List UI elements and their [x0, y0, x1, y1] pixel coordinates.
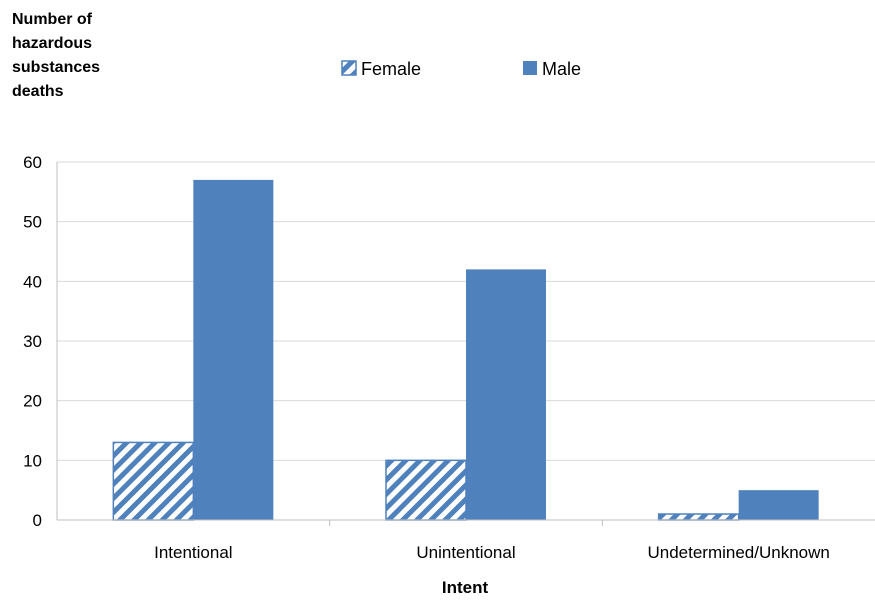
bar-male: [738, 490, 819, 520]
y-axis-ticks: 0 10 20 30 40 50 60: [23, 153, 42, 530]
bar-male: [193, 179, 274, 520]
bars: [112, 179, 819, 521]
y-axis-title-line: deaths: [12, 83, 64, 100]
y-axis-title: Number of hazardous substances deaths: [12, 11, 105, 100]
legend-label-male: Male: [542, 59, 581, 79]
legend-swatch-female: [341, 60, 357, 76]
y-tick-label: 30: [23, 332, 42, 351]
y-tick-label: 10: [23, 451, 42, 470]
bar-female: [385, 459, 467, 521]
y-tick-label: 40: [23, 272, 42, 291]
x-category-label: Intentional: [154, 543, 232, 562]
legend-swatch-male: [523, 61, 537, 75]
x-category-label: Undetermined/Unknown: [647, 543, 829, 562]
y-axis-title-line: substances: [12, 59, 100, 76]
y-tick-label: 0: [33, 511, 42, 530]
x-axis-title: Intent: [442, 578, 489, 597]
bar-female: [657, 513, 740, 521]
x-axis: Intentional Unintentional Undetermined/Unk…: [56, 162, 875, 562]
y-axis-title-line: hazardous: [12, 35, 92, 52]
legend-label-female: Female: [361, 59, 421, 79]
legend: Female Male: [341, 59, 581, 79]
y-axis-title-line: Number of: [12, 11, 93, 28]
y-tick-label: 20: [23, 392, 42, 411]
y-tick-label: 50: [23, 213, 42, 232]
bar-male: [466, 269, 546, 520]
bar-female: [112, 441, 195, 521]
x-category-label: Unintentional: [416, 543, 515, 562]
y-tick-label: 60: [23, 153, 42, 172]
